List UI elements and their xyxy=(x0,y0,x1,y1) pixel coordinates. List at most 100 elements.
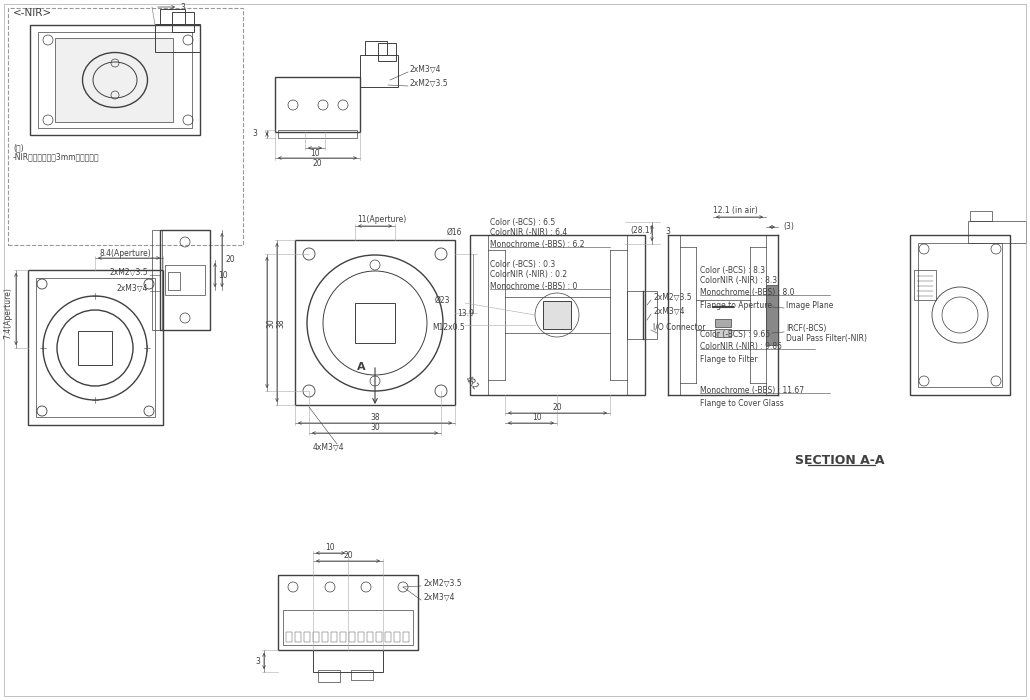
Bar xyxy=(340,632,346,642)
Text: 38: 38 xyxy=(276,318,285,328)
Text: 2xM2▽3.5: 2xM2▽3.5 xyxy=(423,578,461,587)
Text: IRCF(-BCS): IRCF(-BCS) xyxy=(786,325,826,333)
Bar xyxy=(275,77,360,132)
Text: <-NIR>: <-NIR> xyxy=(13,8,53,18)
Bar xyxy=(918,243,1002,387)
Text: Color (-BCS) : 8.3: Color (-BCS) : 8.3 xyxy=(700,265,765,274)
Text: SECTION A-A: SECTION A-A xyxy=(795,454,885,466)
Text: ColorNIR (-NIR) : 9.85: ColorNIR (-NIR) : 9.85 xyxy=(700,342,782,351)
Text: Flange to Filter: Flange to Filter xyxy=(700,356,758,365)
Bar xyxy=(286,632,291,642)
Bar xyxy=(627,291,657,339)
Text: 10: 10 xyxy=(310,150,319,158)
Text: 38: 38 xyxy=(370,414,380,423)
Text: 2xM3▽4: 2xM3▽4 xyxy=(653,307,685,316)
Text: 10: 10 xyxy=(218,270,228,279)
Text: Monochrome (-BBS) : 6.2: Monochrome (-BBS) : 6.2 xyxy=(490,239,584,248)
Bar xyxy=(55,38,173,122)
Text: 30: 30 xyxy=(267,318,275,328)
Bar xyxy=(278,130,357,138)
Bar xyxy=(543,301,571,329)
Bar xyxy=(295,632,301,642)
Text: 12.1 (in air): 12.1 (in air) xyxy=(713,206,757,216)
Text: Flange to Aperture: Flange to Aperture xyxy=(700,302,772,311)
Text: Color (-BCS) : 0.3: Color (-BCS) : 0.3 xyxy=(490,260,555,269)
Bar xyxy=(367,632,373,642)
Text: Ø23: Ø23 xyxy=(435,295,450,304)
Text: 20: 20 xyxy=(225,256,235,265)
Bar xyxy=(165,265,205,295)
Text: 20: 20 xyxy=(552,403,561,412)
Text: 3: 3 xyxy=(252,130,258,139)
Bar xyxy=(909,235,1010,395)
Text: 10: 10 xyxy=(533,414,542,423)
Text: Color (-BCS) : 9.65: Color (-BCS) : 9.65 xyxy=(700,330,770,340)
Bar xyxy=(36,278,154,417)
Text: A: A xyxy=(357,362,366,372)
Text: ColorNIR (-NIR) : 8.3: ColorNIR (-NIR) : 8.3 xyxy=(700,276,777,286)
Text: 11(Aperture): 11(Aperture) xyxy=(357,216,406,225)
Bar xyxy=(358,632,364,642)
Text: 2xM3▽4: 2xM3▽4 xyxy=(116,284,148,293)
Text: 13.9: 13.9 xyxy=(457,309,474,318)
Bar xyxy=(154,24,200,52)
Text: ColorNIR (-NIR) : 6.4: ColorNIR (-NIR) : 6.4 xyxy=(490,228,568,237)
Bar xyxy=(283,610,413,645)
Text: (注): (注) xyxy=(13,144,24,153)
Text: 2xM3▽4: 2xM3▽4 xyxy=(410,64,442,74)
Text: 2xM2▽3.5: 2xM2▽3.5 xyxy=(653,293,691,302)
Text: 20: 20 xyxy=(343,550,353,559)
Bar xyxy=(968,221,1026,243)
Text: I/O Connector: I/O Connector xyxy=(653,323,706,332)
Text: 20: 20 xyxy=(312,160,321,169)
Bar xyxy=(313,650,383,672)
Bar xyxy=(322,632,328,642)
Bar xyxy=(313,632,319,642)
Bar xyxy=(766,285,778,345)
Bar xyxy=(715,319,731,327)
Bar xyxy=(8,8,243,245)
Bar xyxy=(160,9,185,24)
Text: 3: 3 xyxy=(180,3,184,11)
Text: Monochrome (-BBS) : 0: Monochrome (-BBS) : 0 xyxy=(490,281,578,290)
Bar xyxy=(355,303,394,343)
Text: 7.4(Aperture): 7.4(Aperture) xyxy=(3,287,12,339)
Bar xyxy=(172,12,194,32)
Bar xyxy=(914,270,936,300)
Text: (3): (3) xyxy=(783,223,794,232)
Text: 2xM2▽3.5: 2xM2▽3.5 xyxy=(109,267,148,276)
Bar xyxy=(278,575,418,650)
Text: 2xM2▽3.5: 2xM2▽3.5 xyxy=(410,78,449,88)
Bar xyxy=(160,230,210,330)
Bar xyxy=(394,632,400,642)
Bar xyxy=(168,272,180,290)
Bar xyxy=(385,632,391,642)
Bar xyxy=(715,329,731,337)
Text: Flange to Cover Glass: Flange to Cover Glass xyxy=(700,400,784,409)
Bar xyxy=(152,230,162,330)
Bar xyxy=(331,632,337,642)
Text: ColorNIR (-NIR) : 0.2: ColorNIR (-NIR) : 0.2 xyxy=(490,270,568,279)
Text: 2xM3▽4: 2xM3▽4 xyxy=(423,592,454,601)
Text: 3: 3 xyxy=(255,657,260,666)
Bar xyxy=(318,670,340,682)
Bar xyxy=(376,632,382,642)
Bar xyxy=(403,632,409,642)
Bar xyxy=(360,55,398,87)
Bar xyxy=(351,670,373,680)
Text: Image Plane: Image Plane xyxy=(786,300,833,309)
Text: Monochrome (-BBS) : 11.67: Monochrome (-BBS) : 11.67 xyxy=(700,386,804,395)
Bar xyxy=(295,240,455,405)
Text: Dual Pass Filter(-NIR): Dual Pass Filter(-NIR) xyxy=(786,335,867,344)
Bar xyxy=(365,41,387,55)
Bar xyxy=(378,43,396,61)
Text: 4R2: 4R2 xyxy=(464,374,480,391)
Text: 3: 3 xyxy=(665,228,670,237)
Bar xyxy=(470,235,645,395)
Text: Color (-BCS) : 6.5: Color (-BCS) : 6.5 xyxy=(490,218,555,227)
Bar xyxy=(78,331,112,365)
Text: 30: 30 xyxy=(370,424,380,433)
Text: -NIRは識別形状が3mmオフセット: -NIRは識別形状が3mmオフセット xyxy=(13,153,100,162)
Text: Ø16: Ø16 xyxy=(447,228,462,237)
Bar xyxy=(349,632,355,642)
